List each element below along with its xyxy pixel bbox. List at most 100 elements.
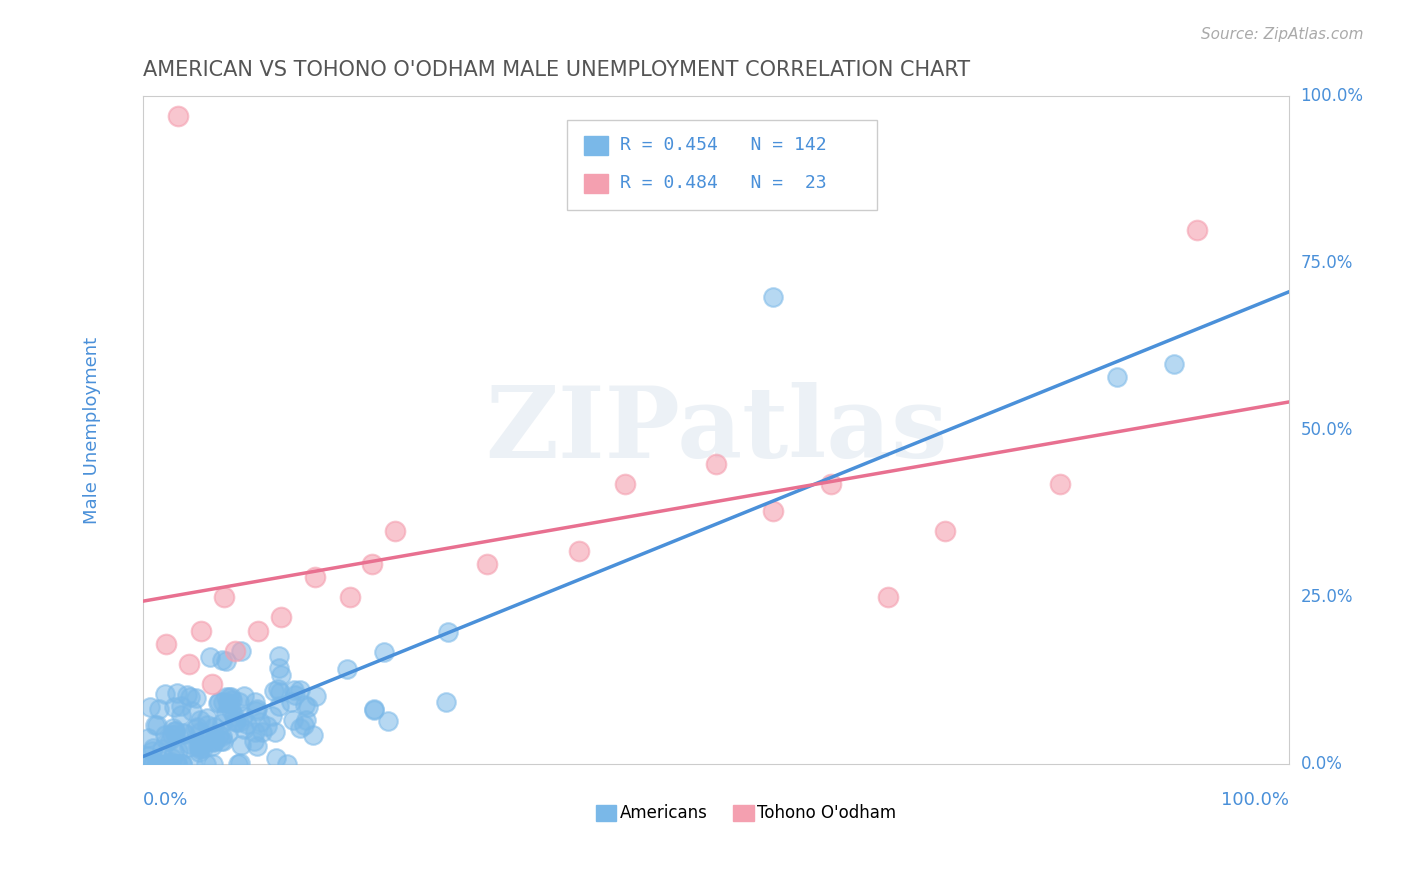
Point <box>170 757 193 772</box>
Point <box>183 757 205 772</box>
Point <box>266 681 288 696</box>
Point <box>160 755 183 769</box>
Text: 0.0%: 0.0% <box>1301 756 1343 773</box>
Point <box>136 757 159 772</box>
Point <box>232 709 254 723</box>
Point <box>934 524 956 538</box>
Point <box>186 691 208 706</box>
Point <box>187 739 209 754</box>
Point <box>264 724 287 739</box>
Point <box>363 701 385 715</box>
Point <box>820 476 842 491</box>
Point <box>195 711 218 725</box>
Point <box>188 724 211 739</box>
Point <box>202 720 225 734</box>
Point <box>186 720 208 734</box>
Point <box>198 649 221 664</box>
Point <box>294 713 316 727</box>
Point <box>170 699 193 714</box>
Point <box>1049 476 1071 491</box>
Point <box>284 688 307 702</box>
Point <box>157 756 180 770</box>
Point <box>180 704 202 718</box>
Point <box>231 738 253 752</box>
Point <box>195 718 218 732</box>
Point <box>136 731 159 745</box>
Point <box>283 713 305 727</box>
Point <box>138 699 160 714</box>
Point <box>195 757 218 772</box>
Text: 100.0%: 100.0% <box>1220 791 1289 809</box>
Point <box>225 714 247 729</box>
Point <box>143 717 166 731</box>
Point <box>762 290 785 304</box>
Text: Americans: Americans <box>620 804 707 822</box>
Point <box>163 700 186 714</box>
Point <box>163 724 186 739</box>
Point <box>246 739 269 753</box>
Point <box>377 714 399 728</box>
Point <box>204 733 226 747</box>
Point <box>146 752 169 766</box>
Point <box>236 716 259 731</box>
Text: 25.0%: 25.0% <box>1301 589 1353 607</box>
Point <box>232 689 254 703</box>
Point <box>157 757 180 772</box>
Point <box>256 719 278 733</box>
Point <box>188 714 211 728</box>
Point <box>202 731 225 745</box>
Text: 100.0%: 100.0% <box>1301 87 1364 105</box>
Point <box>613 476 636 491</box>
Point <box>160 728 183 742</box>
Point <box>163 723 186 738</box>
Text: R = 0.454   N = 142: R = 0.454 N = 142 <box>620 136 827 154</box>
Text: R = 0.484   N =  23: R = 0.484 N = 23 <box>620 174 827 193</box>
Point <box>276 757 298 772</box>
Point <box>215 654 238 668</box>
FancyBboxPatch shape <box>734 805 754 822</box>
Point <box>160 751 183 765</box>
Point <box>245 705 267 719</box>
Point <box>250 725 273 739</box>
Point <box>188 737 211 751</box>
Point <box>246 702 269 716</box>
Point <box>145 757 167 772</box>
Point <box>363 703 385 717</box>
Point <box>294 698 316 712</box>
Point <box>153 687 176 701</box>
Point <box>270 668 292 682</box>
Point <box>146 718 169 732</box>
Point <box>136 748 159 763</box>
Point <box>190 624 212 638</box>
Point <box>222 709 245 723</box>
Point <box>270 610 292 624</box>
Text: Tohono O'odham: Tohono O'odham <box>758 804 897 822</box>
Point <box>212 591 235 605</box>
Point <box>167 744 190 758</box>
Point <box>179 737 201 751</box>
Point <box>156 757 179 772</box>
Point <box>141 744 163 758</box>
Point <box>170 757 193 772</box>
FancyBboxPatch shape <box>585 174 609 193</box>
Point <box>219 690 242 704</box>
Point <box>208 727 231 741</box>
Point <box>288 721 311 735</box>
Point <box>263 684 285 698</box>
Point <box>221 693 243 707</box>
Point <box>208 695 231 709</box>
Point <box>201 734 224 748</box>
Point <box>762 503 785 517</box>
Point <box>201 739 224 753</box>
Text: 75.0%: 75.0% <box>1301 254 1353 272</box>
Point <box>193 741 215 756</box>
Point <box>228 694 250 708</box>
Point <box>174 727 197 741</box>
Point <box>218 698 240 712</box>
Point <box>269 684 291 698</box>
Point <box>1163 357 1185 371</box>
Text: 0.0%: 0.0% <box>143 791 188 809</box>
Text: Male Unemployment: Male Unemployment <box>83 337 101 524</box>
Point <box>361 557 384 571</box>
Point <box>166 757 188 772</box>
